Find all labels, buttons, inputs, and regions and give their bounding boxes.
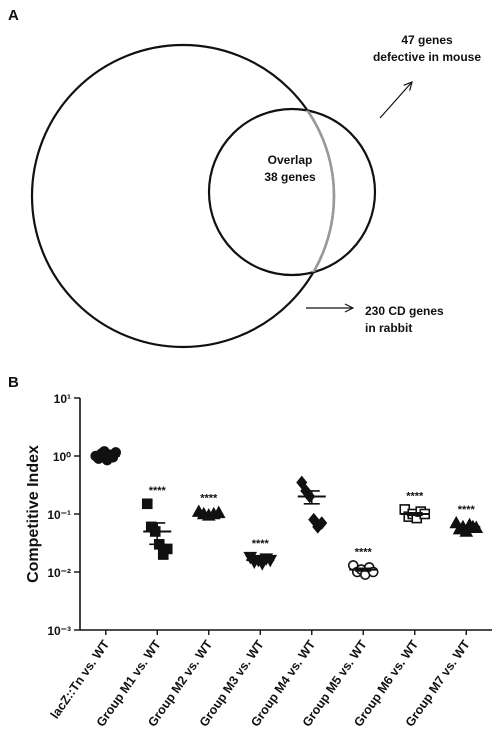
point (161, 543, 173, 555)
significance: **** (200, 493, 218, 505)
mouse-circle (207, 107, 377, 277)
y-tick-label: 10⁻² (47, 566, 71, 580)
y-tick-label: 10⁻¹ (47, 508, 71, 522)
significance: **** (458, 504, 476, 516)
overlap-arc (209, 109, 336, 275)
y-tick-label: 10⁰ (53, 450, 71, 464)
venn-label: Overlap (268, 153, 313, 167)
y-tick-label: 10¹ (54, 392, 71, 406)
panel-label: A (8, 7, 19, 24)
arrow (379, 82, 412, 119)
point (316, 516, 328, 530)
point (141, 498, 153, 510)
significance: **** (406, 490, 424, 502)
point (296, 475, 308, 490)
rabbit-circle (30, 43, 336, 349)
y-axis-title: Competitive Index (25, 445, 42, 583)
venn-label: defective in mouse (373, 50, 481, 64)
venn-label: 230 CD genes (365, 304, 444, 318)
significance: **** (355, 546, 373, 558)
significance: **** (252, 538, 270, 550)
y-tick-label: 10⁻³ (47, 624, 71, 638)
venn-label: 38 genes (264, 170, 316, 184)
venn-label: in rabbit (365, 321, 412, 335)
panel-label: B (8, 374, 19, 391)
significance: **** (149, 485, 167, 497)
venn-label: 47 genes (401, 33, 453, 47)
